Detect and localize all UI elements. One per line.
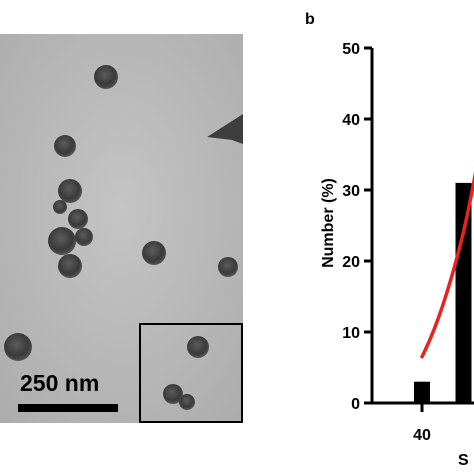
bars — [414, 182, 472, 403]
x-axis-label: S — [458, 452, 469, 469]
y-tick-label-50: 50 — [342, 41, 360, 58]
ticks: 0 10 20 30 40 50 40 — [342, 41, 431, 444]
debris — [207, 114, 243, 144]
x-tick-label-40: 40 — [413, 427, 431, 444]
scale-bar — [18, 404, 118, 412]
bar-40 — [414, 381, 430, 403]
y-tick-label-30: 30 — [342, 183, 360, 200]
inset-frame — [139, 323, 243, 423]
scale-bar-label: 250 nm — [20, 370, 100, 396]
fit-curve — [420, 171, 474, 359]
tem-micrograph — [0, 34, 243, 423]
bar-50 — [455, 182, 472, 403]
y-tick-label-10: 10 — [342, 325, 360, 342]
y-tick-label-0: 0 — [351, 396, 360, 413]
fit-curve-group — [420, 171, 474, 359]
y-tick-label-40: 40 — [342, 112, 360, 129]
nanoparticles — [4, 65, 238, 410]
y-tick-label-20: 20 — [342, 254, 360, 271]
tem-image — [0, 34, 243, 423]
panel-label-b: b — [305, 11, 315, 28]
